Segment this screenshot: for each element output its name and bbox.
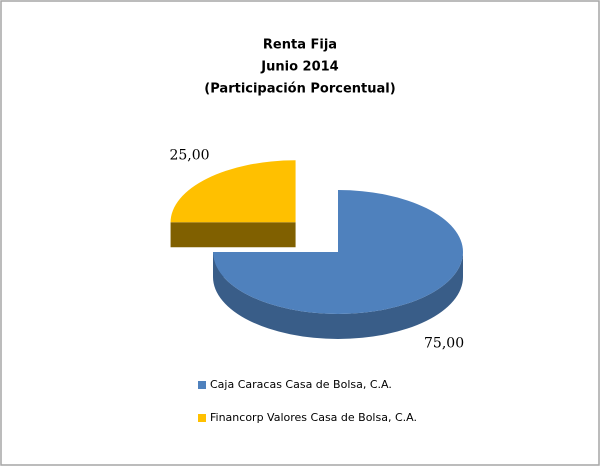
legend-swatch [198, 414, 206, 422]
chart-title: Renta Fija [263, 38, 337, 53]
chart-title: Junio 2014 [260, 60, 338, 75]
slice-side [213, 252, 463, 339]
data-label: 25,00 [169, 148, 209, 164]
legend-swatch [198, 381, 206, 389]
chart-title: (Participación Porcentual) [204, 82, 395, 97]
legend-label: Financorp Valores Casa de Bolsa, C.A. [210, 411, 417, 424]
data-label: 75,00 [424, 336, 464, 352]
legend-label: Caja Caracas Casa de Bolsa, C.A. [210, 378, 392, 391]
pie-slice [213, 190, 463, 314]
pie-slice [170, 160, 296, 223]
slice-edge [170, 222, 296, 248]
